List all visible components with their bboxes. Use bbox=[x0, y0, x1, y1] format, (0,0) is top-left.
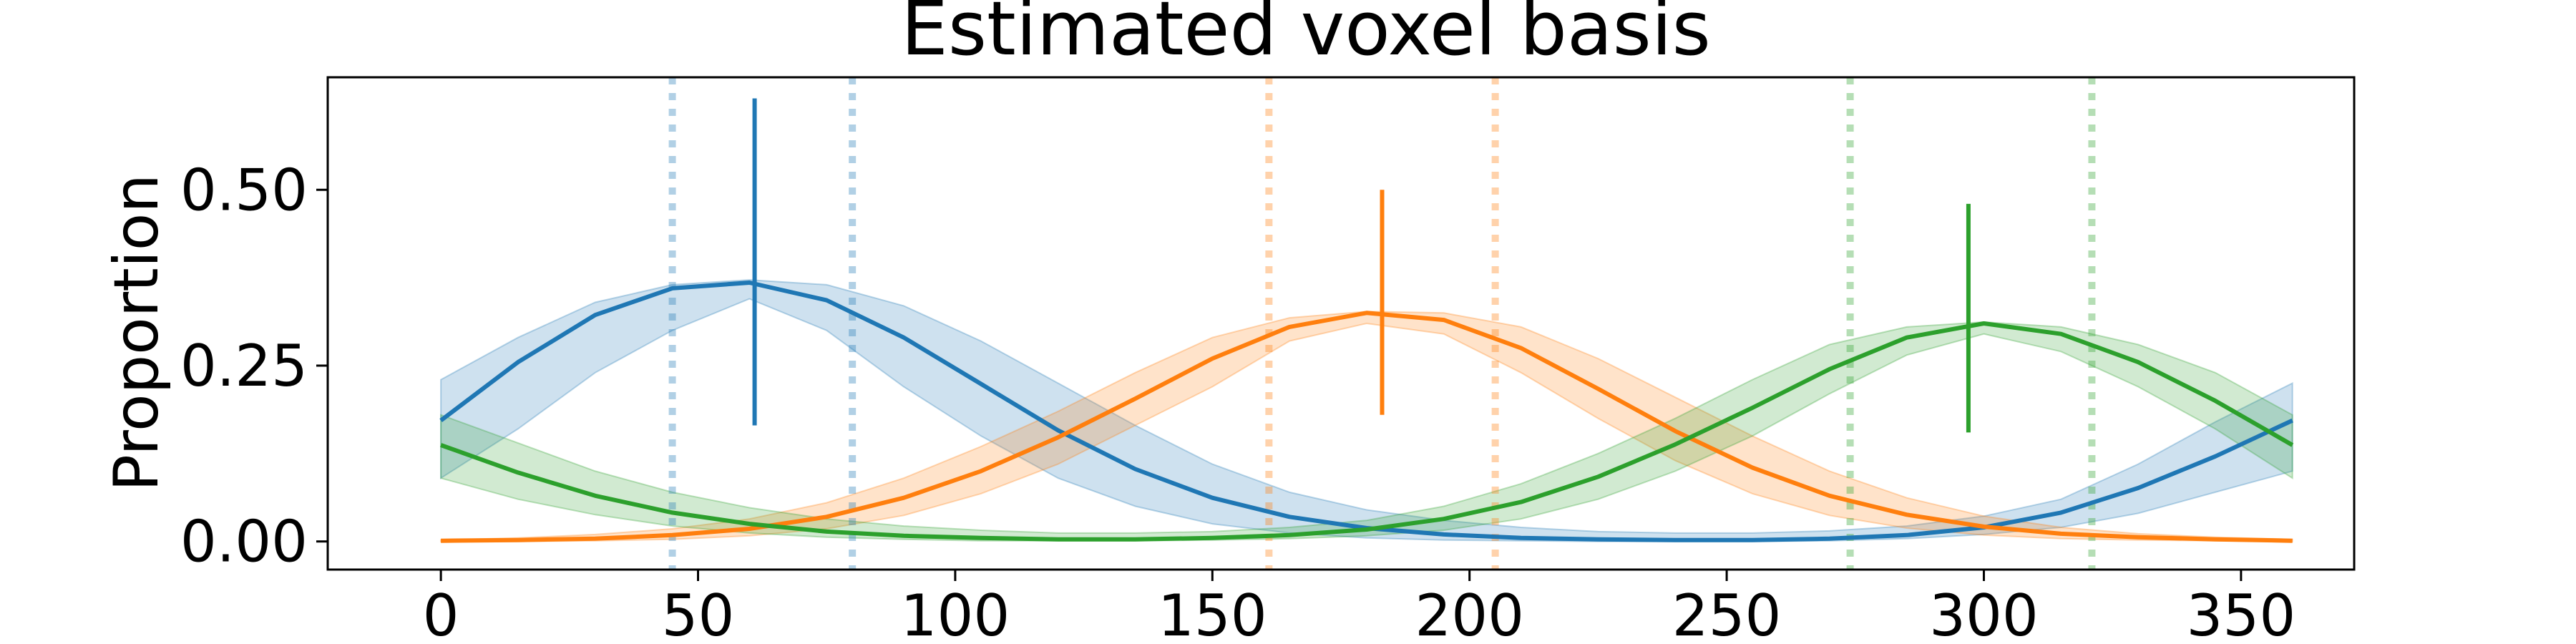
y-tick-label: 0.00 bbox=[180, 509, 308, 575]
band-series-3 bbox=[440, 321, 2293, 542]
reference-lines bbox=[668, 77, 2096, 570]
y-axis-label: Proportion bbox=[101, 174, 172, 492]
x-tick-label: 100 bbox=[901, 582, 1010, 644]
chart-title: Estimated voxel basis bbox=[901, 0, 1711, 72]
band-series-1 bbox=[440, 279, 2293, 542]
series-lines bbox=[439, 280, 2294, 543]
y-axis-ticks: 0.00 0.25 0.50 bbox=[180, 157, 328, 575]
band-series-2 bbox=[440, 311, 2293, 542]
x-tick-label: 350 bbox=[2187, 582, 2296, 644]
line-series-2 bbox=[441, 311, 2293, 543]
x-axis-ticks: 0 50 100 150 200 250 300 350 bbox=[423, 570, 2296, 644]
x-tick-label: 50 bbox=[662, 582, 735, 644]
x-tick-label: 300 bbox=[1929, 582, 2039, 644]
y-tick-label: 0.50 bbox=[180, 157, 308, 223]
confidence-bands bbox=[440, 279, 2293, 542]
error-bars bbox=[752, 98, 1971, 433]
y-tick-label: 0.25 bbox=[180, 333, 308, 399]
x-tick-label: 150 bbox=[1158, 582, 1267, 644]
x-tick-label: 200 bbox=[1415, 582, 1524, 644]
line-series-3 bbox=[440, 321, 2294, 542]
x-tick-label: 250 bbox=[1672, 582, 1782, 644]
plot-frame bbox=[326, 76, 2356, 571]
x-tick-label: 0 bbox=[423, 582, 459, 644]
